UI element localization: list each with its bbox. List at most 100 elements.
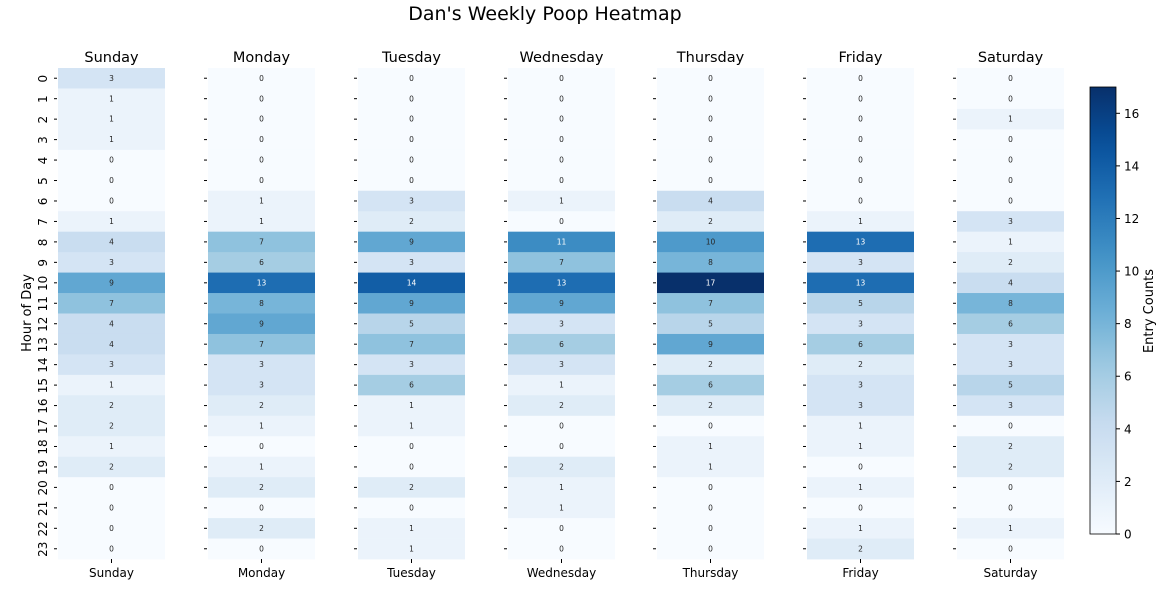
day-title: Friday xyxy=(839,50,883,66)
heatmap-cell xyxy=(208,88,315,110)
cell-value-label: 0 xyxy=(559,94,564,103)
x-tick-label: Monday xyxy=(238,566,285,580)
y-tick-label: 16 xyxy=(36,398,50,413)
heatmap-cell xyxy=(957,231,1064,253)
day-title: Thursday xyxy=(676,50,745,66)
heatmap-cell xyxy=(58,333,165,355)
cell-value-label: 0 xyxy=(559,544,564,553)
cell-value-label: 2 xyxy=(109,463,114,472)
cell-value-label: 17 xyxy=(706,278,716,287)
heatmap-cell xyxy=(58,415,165,437)
cell-value-label: 1 xyxy=(1008,115,1013,124)
cell-value-label: 0 xyxy=(409,74,414,83)
cell-value-label: 1 xyxy=(559,503,564,512)
cell-value-label: 0 xyxy=(259,115,264,124)
cell-value-label: 13 xyxy=(257,278,267,287)
heatmap-cell xyxy=(58,477,165,499)
heatmap-cell xyxy=(807,170,914,192)
cell-value-label: 0 xyxy=(1008,135,1013,144)
cell-value-label: 1 xyxy=(409,544,414,553)
cell-value-label: 0 xyxy=(409,135,414,144)
day-panel-tuesday: Tuesday Tuesday 0 0 0 0 0 0 3 2 9 3 14 9 5 7 3 6 1 1 0 0 2 0 1 1 xyxy=(354,50,465,580)
heatmap-panels: SundaySunday3011121304050617483991071141… xyxy=(36,50,1064,580)
cell-value-label: 0 xyxy=(559,442,564,451)
cell-value-label: 1 xyxy=(109,115,114,124)
heatmap-cell xyxy=(957,313,1064,335)
heatmap-cell xyxy=(807,211,914,233)
cell-value-label: 3 xyxy=(1008,401,1013,410)
heatmap-cell xyxy=(58,190,165,212)
cell-value-label: 0 xyxy=(708,156,713,165)
cell-value-label: 0 xyxy=(858,94,863,103)
heatmap-cell xyxy=(807,415,914,437)
colorbar-tick-label: 2 xyxy=(1124,475,1132,489)
cell-value-label: 0 xyxy=(708,544,713,553)
cell-value-label: 0 xyxy=(559,74,564,83)
cell-value-label: 3 xyxy=(1008,340,1013,349)
cell-value-label: 2 xyxy=(708,401,713,410)
cell-value-label: 0 xyxy=(1008,422,1013,431)
heatmap-cell xyxy=(358,211,465,233)
cell-value-label: 1 xyxy=(109,217,114,226)
heatmap-cell xyxy=(208,456,315,478)
heatmap-cell xyxy=(58,497,165,519)
cell-value-label: 0 xyxy=(1008,94,1013,103)
y-tick-label: 2 xyxy=(36,116,50,124)
cell-value-label: 0 xyxy=(259,156,264,165)
cell-value-label: 4 xyxy=(109,319,114,328)
cell-value-label: 1 xyxy=(409,401,414,410)
x-tick-label: Sunday xyxy=(89,566,134,580)
colorbar-tick-label: 6 xyxy=(1124,370,1132,384)
cell-value-label: 10 xyxy=(706,237,716,246)
heatmap-cell xyxy=(957,436,1064,458)
heatmap-cell xyxy=(657,538,764,560)
cell-value-label: 0 xyxy=(409,156,414,165)
cell-value-label: 9 xyxy=(559,299,564,308)
heatmap-cell xyxy=(208,374,315,396)
heatmap-cell xyxy=(657,374,764,396)
heatmap-cell xyxy=(807,436,914,458)
cell-value-label: 0 xyxy=(259,442,264,451)
heatmap-cell xyxy=(957,354,1064,376)
cell-value-label: 0 xyxy=(259,94,264,103)
cell-value-label: 6 xyxy=(409,381,414,390)
cell-value-label: 1 xyxy=(708,442,713,451)
cell-value-label: 5 xyxy=(708,319,713,328)
cell-value-label: 9 xyxy=(409,299,414,308)
heatmap-cell xyxy=(657,211,764,233)
y-tick-label: 8 xyxy=(36,239,50,247)
heatmap-cell xyxy=(807,497,914,519)
cell-value-label: 1 xyxy=(409,524,414,533)
heatmap-cell xyxy=(957,170,1064,192)
y-tick-label: 17 xyxy=(36,419,50,434)
cell-value-label: 0 xyxy=(259,176,264,185)
x-tick-label: Saturday xyxy=(983,566,1037,580)
y-tick-label: 19 xyxy=(36,460,50,475)
cell-value-label: 1 xyxy=(858,217,863,226)
cell-value-label: 0 xyxy=(858,135,863,144)
cell-value-label: 6 xyxy=(1008,319,1013,328)
heatmap-cell xyxy=(957,374,1064,396)
heatmap-cell xyxy=(807,293,914,314)
cell-value-label: 0 xyxy=(858,503,863,512)
heatmap-cell xyxy=(208,333,315,355)
heatmap-cell xyxy=(657,68,764,89)
x-tick-label: Thursday xyxy=(682,566,739,580)
cell-value-label: 2 xyxy=(708,217,713,226)
cell-value-label: 8 xyxy=(708,258,713,267)
cell-value-label: 1 xyxy=(708,463,713,472)
cell-value-label: 1 xyxy=(259,197,264,206)
y-tick-label: 6 xyxy=(36,198,50,206)
cell-value-label: 0 xyxy=(708,422,713,431)
heatmap-cell xyxy=(358,313,465,335)
cell-value-label: 0 xyxy=(109,503,114,512)
heatmap-cell xyxy=(58,149,165,171)
heatmap-cell xyxy=(358,68,465,89)
heatmap-cell xyxy=(657,88,764,110)
cell-value-label: 0 xyxy=(559,115,564,124)
cell-value-label: 0 xyxy=(708,176,713,185)
heatmap-cell xyxy=(807,538,914,560)
heatmap-cell xyxy=(358,293,465,314)
heatmap-cell xyxy=(657,170,764,192)
cell-value-label: 0 xyxy=(708,94,713,103)
